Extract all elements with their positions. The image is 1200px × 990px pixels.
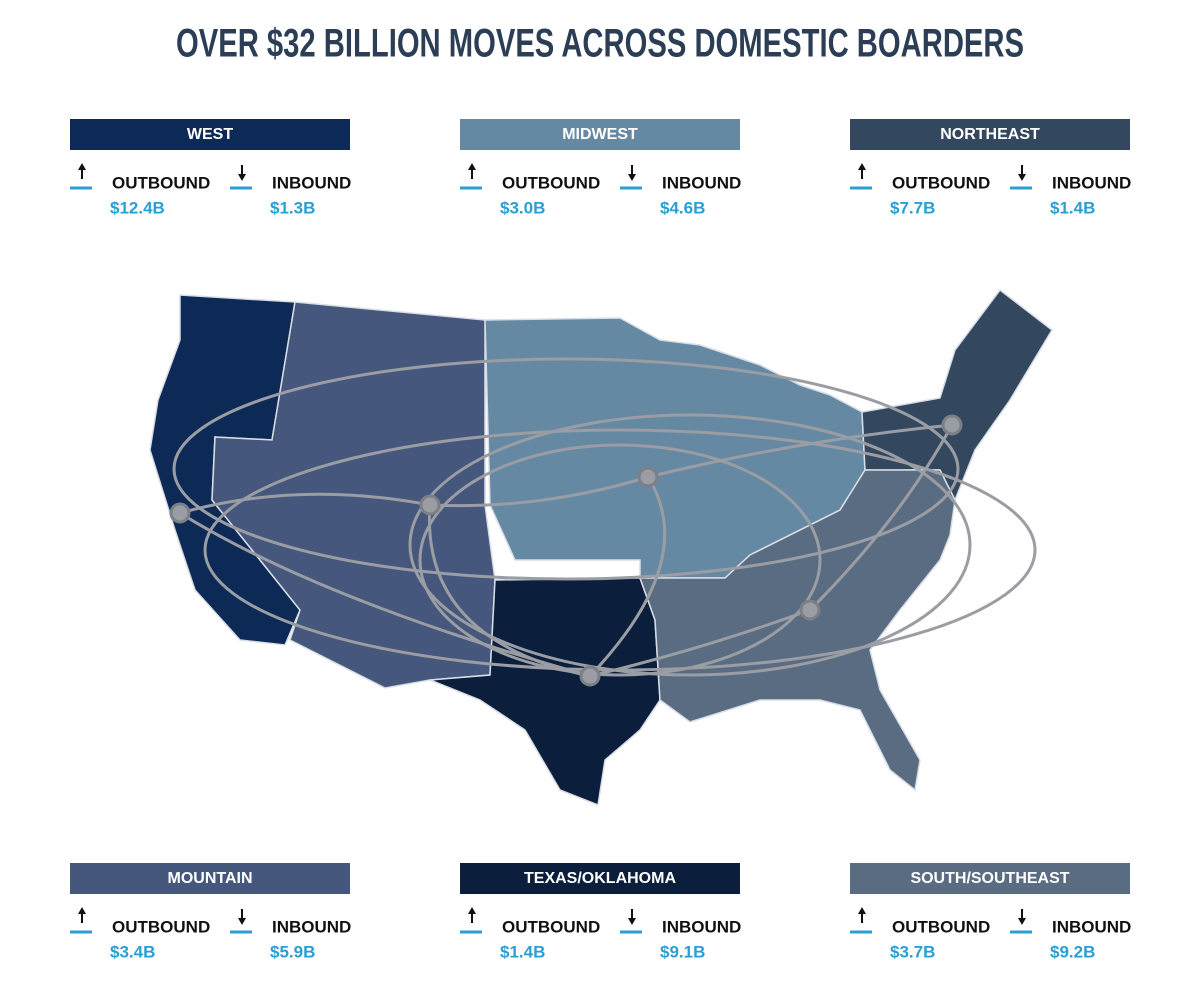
region-header [460,863,740,894]
region-name: TEXAS/OKLAHOMA [524,870,676,887]
outbound-value: $7.7B [890,198,935,217]
region-panel: NORTHEAST OUTBOUND $7.7B INBOUND $1.4B [850,119,1131,217]
inbound-label: INBOUND [1052,917,1131,936]
inbound-value: $1.3B [270,198,315,217]
outbound-value: $12.4B [110,198,165,217]
inbound-value: $9.1B [660,942,705,961]
icon-arrowhead [858,907,866,914]
icon-arrowhead [858,163,866,170]
region-panel: TEXAS/OKLAHOMA OUTBOUND $1.4B INBOUND $9.1B [460,863,741,961]
outbound-value: $1.4B [500,942,545,961]
inbound-label: INBOUND [272,917,351,936]
route-arc [179,424,954,678]
inbound-label: INBOUND [1052,173,1131,192]
outbound-label: OUTBOUND [892,173,990,192]
region-header [850,863,1130,894]
region-header [460,119,740,150]
region-panel: MOUNTAIN OUTBOUND $3.4B INBOUND $5.9B [70,863,351,961]
region-panel: MIDWEST OUTBOUND $3.0B INBOUND $4.6B [460,119,741,217]
hub [419,494,441,516]
icon-arrowhead [78,163,86,170]
panels: WEST OUTBOUND $12.4B INBOUND $1.3B MIDWEST OUT… [70,119,1131,961]
icon-arrowhead [628,918,636,925]
icon-arrowhead [1018,174,1026,181]
outbound-value: $3.7B [890,942,935,961]
inbound-value: $1.4B [1050,198,1095,217]
hub [941,414,963,436]
inbound-label: INBOUND [662,173,741,192]
hub [799,599,821,621]
icon-arrowhead [468,907,476,914]
outbound-value: $3.4B [110,942,155,961]
icon-arrowhead [628,174,636,181]
icon-arrowhead [78,907,86,914]
title: OVER $32 BILLION MOVES ACROSS DOMESTIC B… [176,22,1024,66]
inbound-value: $4.6B [660,198,705,217]
inbound-value: $9.2B [1050,942,1095,961]
route-arc [179,423,953,515]
region-header [70,863,350,894]
icon-arrowhead [1018,918,1026,925]
route-arc [172,357,960,581]
region-header [70,119,350,150]
outbound-value: $3.0B [500,198,545,217]
icon-arrowhead [468,163,476,170]
outbound-label: OUTBOUND [502,173,600,192]
region-panel: WEST OUTBOUND $12.4B INBOUND $1.3B [70,119,351,217]
us-map [149,288,1053,807]
icon-arrowhead [238,174,246,181]
region-name: MOUNTAIN [167,870,252,887]
region-name: NORTHEAST [940,126,1040,143]
inbound-label: INBOUND [272,173,351,192]
outbound-label: OUTBOUND [112,173,210,192]
inbound-label: INBOUND [662,917,741,936]
map-region [638,469,956,792]
outbound-label: OUTBOUND [892,917,990,936]
hub [169,502,191,524]
region-panel: SOUTH/SOUTHEAST OUTBOUND $3.7B INBOUND $9.2B [850,863,1131,961]
route-arc [418,443,822,677]
route-arc [408,413,972,677]
region-name: MIDWEST [562,126,638,143]
hub [637,466,659,488]
icon-arrowhead [238,918,246,925]
region-name: WEST [187,126,233,143]
outbound-label: OUTBOUND [502,917,600,936]
outbound-label: OUTBOUND [112,917,210,936]
hub [579,665,601,687]
region-name: SOUTH/SOUTHEAST [910,870,1069,887]
region-header [850,119,1130,150]
inbound-value: $5.9B [270,942,315,961]
